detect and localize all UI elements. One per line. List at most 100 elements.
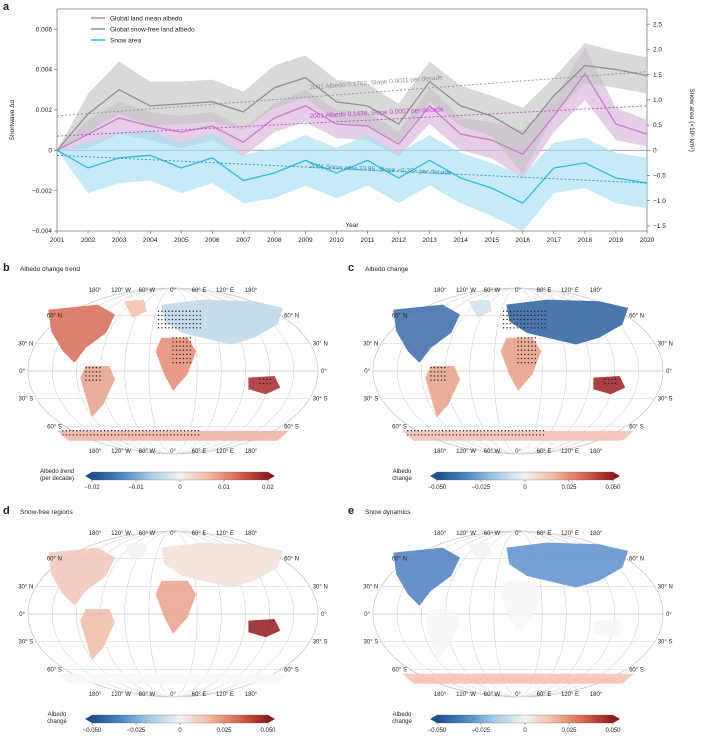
significance-dot (189, 362, 192, 364)
significance-dot (182, 341, 185, 343)
significance-dot (172, 341, 174, 343)
significance-dot (480, 430, 482, 432)
significance-dot (194, 434, 196, 436)
significance-dot (95, 371, 98, 373)
map-panel-d: d Snow-free regions 60° N 60° N 30° N 30° N 0°… (0, 505, 340, 743)
significance-dot (430, 379, 432, 381)
significance-dot (414, 430, 416, 432)
significance-dot (528, 434, 531, 436)
significance-dot (173, 434, 175, 436)
significance-dot (511, 434, 513, 436)
significance-dot (520, 327, 522, 329)
series-line-0 (56, 72, 648, 156)
significance-dot (506, 314, 508, 317)
lon-label-bottom: 60° E (537, 449, 552, 455)
significance-dot (175, 337, 178, 339)
significance-dot (539, 434, 541, 436)
significance-dot (65, 434, 67, 436)
significance-dot (172, 349, 174, 351)
significance-dot (444, 375, 446, 377)
significance-dot (541, 318, 543, 321)
continent-greenland (468, 299, 492, 318)
significance-dot (186, 357, 188, 360)
significance-dot (192, 322, 194, 325)
significance-dot (532, 434, 534, 436)
panel-letter-c: c (348, 262, 355, 274)
significance-dot (509, 327, 512, 329)
significance-dot (172, 362, 174, 364)
significance-dot (541, 327, 543, 329)
significance-dot (531, 337, 533, 339)
x-axis-label: Year (345, 222, 359, 229)
continent-antarctica (57, 430, 289, 441)
significance-dot (135, 434, 137, 436)
significance-dot (92, 379, 94, 381)
series-line-1 (56, 64, 648, 151)
significance-dot (433, 366, 436, 369)
significance-dot (186, 353, 188, 356)
lon-label-top: 120° E (216, 288, 234, 294)
continent-north-america (48, 547, 115, 606)
lon-label-bottom: 180° (590, 692, 603, 698)
colorbar-tick-label: 0 (523, 728, 527, 734)
significance-dot (531, 353, 533, 356)
lon-label-top: 180° (89, 288, 102, 294)
significance-dot (430, 375, 432, 377)
lon-label-bottom: 180° (434, 449, 447, 455)
significance-dot (514, 434, 517, 436)
significance-dot (156, 434, 158, 436)
significance-dot (157, 318, 160, 321)
significance-dot (190, 434, 193, 436)
continent-antarctica (57, 673, 289, 684)
continent-north-america (393, 304, 460, 363)
significance-dot (417, 434, 419, 436)
lon-label-top: 60° W (139, 288, 156, 294)
significance-dot (527, 349, 530, 351)
significance-dot (527, 341, 530, 343)
significance-dot (171, 314, 174, 317)
significance-dot (513, 327, 515, 329)
significance-dot (502, 314, 505, 317)
lon-label-top: 0° (515, 288, 521, 294)
significance-dot (417, 430, 419, 432)
continent-africa (155, 580, 197, 634)
significance-dot (473, 430, 475, 432)
lon-label-bottom: 120° W (111, 449, 131, 455)
y2-axis-label: Snow area (×10⁶ km²) (688, 88, 695, 152)
x-tick-label: 2014 (453, 237, 468, 244)
continent-south-america (80, 366, 115, 418)
significance-dot (79, 430, 81, 432)
significance-dot (430, 371, 432, 373)
significance-dot (161, 310, 163, 312)
significance-dot (502, 327, 505, 329)
colorbar-c (436, 471, 614, 481)
significance-dot (527, 362, 530, 364)
continent-eurasia (506, 299, 629, 345)
significance-dot (438, 430, 440, 432)
y-axis-label: Shortwave Δα (9, 99, 16, 140)
y-tick-label: −0.004 (32, 228, 52, 235)
significance-dot (171, 318, 174, 321)
colorbar-label-d: Albedo change (47, 712, 67, 725)
significance-dot (157, 314, 160, 317)
x-tick-label: 2003 (112, 237, 127, 244)
lat-label-right: 30° S (313, 397, 328, 403)
lat-label-right: 60° S (629, 424, 644, 430)
significance-dot (530, 322, 533, 325)
significance-dot (93, 430, 95, 432)
significance-dot (182, 337, 185, 339)
panel-letter-e: e (348, 505, 355, 517)
colorbar-tick-label: −0.02 (84, 485, 100, 491)
lat-label-right: 0° (321, 369, 327, 375)
lat-label-left: 60° N (392, 314, 407, 320)
significance-dot (168, 322, 170, 325)
lat-label-left: 60° N (47, 557, 62, 563)
lat-label-right: 60° N (284, 557, 299, 563)
lat-label-left: 0° (364, 369, 370, 375)
significance-dot (96, 434, 99, 436)
significance-dot (440, 366, 443, 369)
significance-dot (196, 318, 198, 321)
map-svg-e: 60° N 60° N 30° N 30° N 0° 0° 30° S 30° S 60° S 6… (363, 530, 673, 734)
lon-label-top: 0° (170, 288, 176, 294)
x-tick-label: 2005 (174, 237, 189, 244)
